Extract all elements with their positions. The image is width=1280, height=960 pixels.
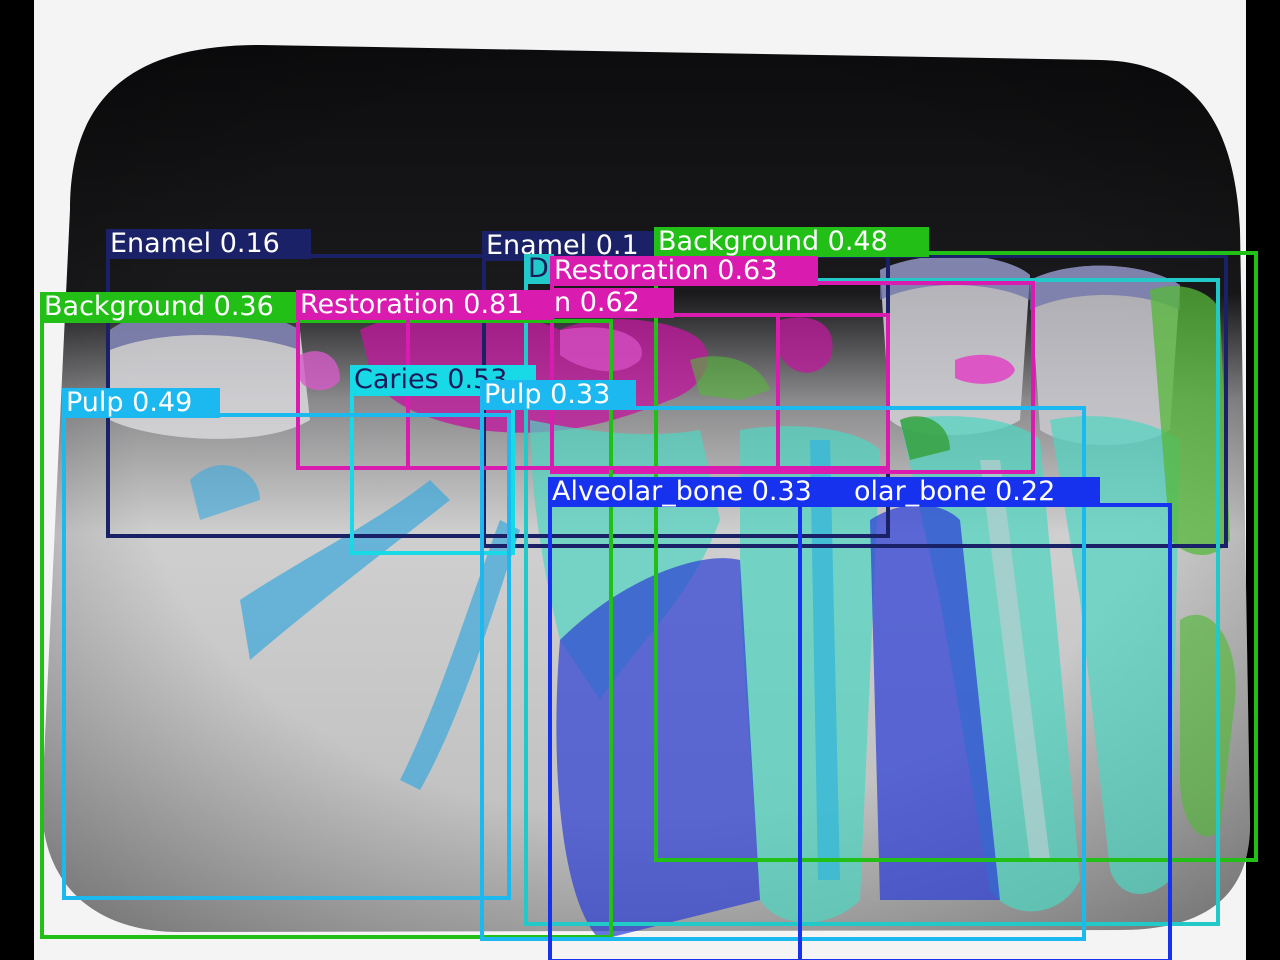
restoration-label-1: Restoration 0.63 xyxy=(550,256,818,286)
alveolar-bone-label-1: Alveolar_bone 0.33 xyxy=(548,477,854,507)
alveolar-bone-box-2 xyxy=(798,503,1172,960)
pulp-label-1: Pulp 0.49 xyxy=(62,388,220,418)
alveolar-bone-label-2: olar_bone 0.22 xyxy=(850,477,1100,507)
dentin-label: D xyxy=(524,254,554,284)
background-box-2 xyxy=(40,319,613,939)
background-label-2: Background 0.36 xyxy=(40,292,298,322)
pulp-box-2 xyxy=(480,406,1086,941)
enamel-label-1: Enamel 0.16 xyxy=(106,229,311,259)
background-box-1 xyxy=(654,251,1258,862)
background-label-1: Background 0.48 xyxy=(654,227,929,257)
restoration-label-2: Restoration 0.81 xyxy=(296,290,554,320)
pulp-box-1 xyxy=(62,413,511,900)
restoration-label-3: n 0.62 xyxy=(550,288,674,318)
dentin-box xyxy=(524,278,1220,926)
pulp-label-2: Pulp 0.33 xyxy=(480,380,636,410)
